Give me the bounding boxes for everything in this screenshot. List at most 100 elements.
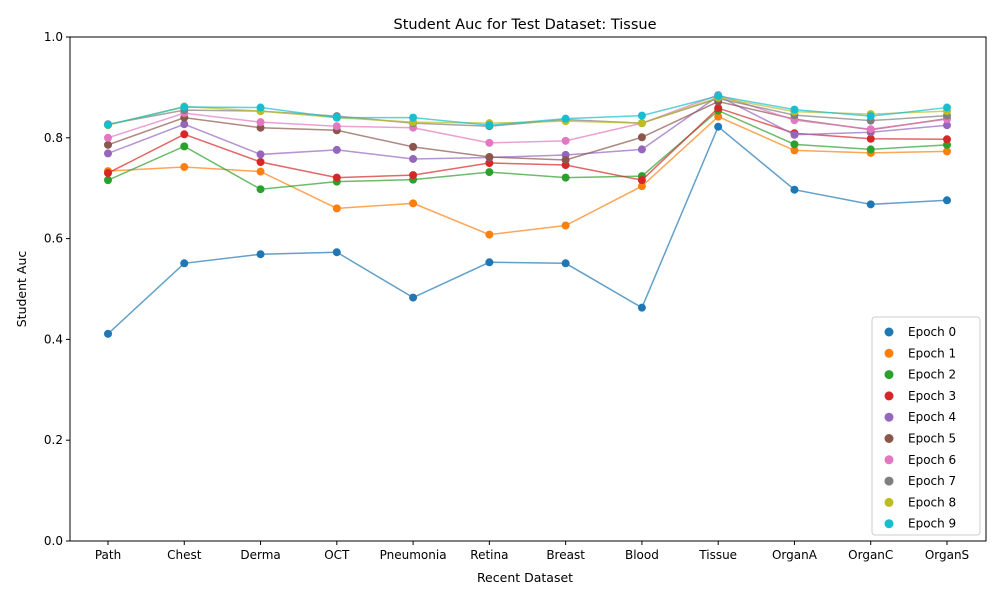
data-point <box>866 125 875 134</box>
data-point <box>637 145 646 154</box>
y-tick-label: 0.4 <box>44 332 63 346</box>
data-point <box>180 259 189 268</box>
legend-item-epoch-2: Epoch 2 <box>884 368 956 382</box>
legend-label: Epoch 7 <box>908 474 956 488</box>
legend-item-epoch-0: Epoch 0 <box>884 325 956 339</box>
data-point <box>485 168 494 177</box>
series-line-epoch-5 <box>107 100 948 161</box>
data-point <box>790 130 799 139</box>
x-axis-label: Recent Dataset <box>477 570 573 585</box>
data-point <box>409 171 418 180</box>
data-point <box>256 185 265 194</box>
y-tick-label: 1.0 <box>44 30 63 44</box>
data-point <box>866 145 875 154</box>
data-point <box>714 104 723 113</box>
data-point <box>180 142 189 151</box>
data-point <box>714 122 723 131</box>
data-point <box>561 221 570 230</box>
data-point <box>943 147 951 156</box>
data-point <box>943 140 951 149</box>
data-point <box>637 182 646 191</box>
legend-item-epoch-9: Epoch 9 <box>884 517 956 531</box>
x-tick-label-path: Path <box>95 548 121 562</box>
legend-label: Epoch 3 <box>908 389 956 403</box>
data-point <box>180 130 189 139</box>
series-line-epoch-9 <box>107 95 948 126</box>
legend-label: Epoch 8 <box>908 495 956 509</box>
data-point <box>256 167 265 176</box>
legend-marker <box>884 476 894 486</box>
data-point <box>332 173 341 182</box>
data-point <box>561 155 570 164</box>
data-point <box>180 163 189 172</box>
data-point <box>561 173 570 182</box>
data-point <box>180 103 189 112</box>
data-point <box>485 258 494 267</box>
data-point <box>256 250 265 259</box>
legend-item-epoch-3: Epoch 3 <box>884 389 956 403</box>
data-point <box>714 91 723 100</box>
data-point <box>637 303 646 312</box>
data-point <box>485 152 494 161</box>
x-tick-label-organa: OrganA <box>772 548 818 562</box>
data-point <box>637 111 646 120</box>
data-point <box>256 118 265 127</box>
data-point <box>256 157 265 166</box>
data-point <box>104 176 112 185</box>
data-point <box>714 112 723 121</box>
data-point <box>256 103 265 112</box>
legend-item-epoch-6: Epoch 6 <box>884 453 956 467</box>
data-point <box>409 154 418 163</box>
data-point <box>790 185 799 194</box>
data-point <box>104 140 112 149</box>
data-point <box>866 134 875 143</box>
data-point <box>409 199 418 208</box>
y-axis-label: Student Auc <box>14 251 29 328</box>
x-tick-label-breast: Breast <box>546 548 585 562</box>
y-tick-label: 0.2 <box>44 433 63 447</box>
chart-title: Student Auc for Test Dataset: Tissue <box>393 17 656 33</box>
legend-item-epoch-4: Epoch 4 <box>884 410 956 424</box>
legend-marker <box>884 348 894 358</box>
data-point <box>943 103 951 112</box>
y-tick-label: 0.6 <box>44 232 63 246</box>
x-tick-label-tissue: Tissue <box>698 548 737 562</box>
data-point <box>104 169 112 178</box>
legend-marker <box>884 455 894 465</box>
data-point <box>104 133 112 142</box>
data-point <box>485 230 494 239</box>
x-tick-label-pneumonia: Pneumonia <box>380 548 447 562</box>
x-tick-label-blood: Blood <box>625 548 659 562</box>
legend-label: Epoch 6 <box>908 453 956 467</box>
legend-label: Epoch 0 <box>908 325 956 339</box>
legend-label: Epoch 5 <box>908 432 956 446</box>
x-tick-label-retina: Retina <box>470 548 508 562</box>
y-tick-label: 0.0 <box>44 534 63 548</box>
data-point <box>485 121 494 130</box>
data-point <box>104 329 112 338</box>
data-point <box>332 248 341 257</box>
data-point <box>637 176 646 185</box>
series-line-epoch-4 <box>107 95 948 160</box>
data-point <box>256 123 265 132</box>
series-line-epoch-2 <box>107 109 948 190</box>
legend-marker <box>884 519 894 529</box>
x-tick-label-oct: OCT <box>324 548 350 562</box>
data-point <box>332 113 341 122</box>
legend-item-epoch-7: Epoch 7 <box>884 474 956 488</box>
legend-item-epoch-1: Epoch 1 <box>884 346 956 360</box>
legend-marker <box>884 434 894 443</box>
legend-marker <box>884 497 894 507</box>
y-tick-label: 0.8 <box>44 131 63 145</box>
legend-marker <box>884 391 894 401</box>
legend-marker <box>884 327 894 337</box>
data-point <box>485 138 494 147</box>
plot-frame <box>69 36 987 542</box>
x-axis: Path Chest Derma OCT Pneumonia Retina Breast Bl… <box>95 541 969 562</box>
legend: Epoch 0 Epoch 1 Epoch 2 Epoch 3 Epoch 4 Epoch… <box>871 316 981 536</box>
x-tick-label-organs: OrganS <box>925 548 969 562</box>
data-point <box>180 120 189 129</box>
data-point <box>332 145 341 154</box>
